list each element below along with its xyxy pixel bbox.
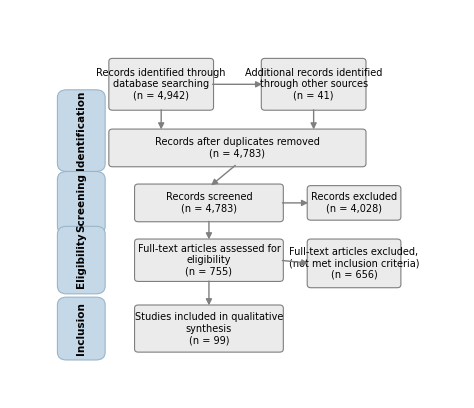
FancyBboxPatch shape bbox=[307, 239, 401, 288]
Text: Records identified through
database searching
(n = 4,942): Records identified through database sear… bbox=[96, 68, 226, 101]
FancyBboxPatch shape bbox=[109, 129, 366, 167]
FancyBboxPatch shape bbox=[135, 239, 283, 282]
FancyBboxPatch shape bbox=[135, 305, 283, 352]
FancyBboxPatch shape bbox=[135, 184, 283, 222]
FancyBboxPatch shape bbox=[109, 58, 213, 110]
Text: Identification: Identification bbox=[76, 91, 86, 170]
Text: Screening: Screening bbox=[76, 173, 86, 233]
FancyBboxPatch shape bbox=[57, 226, 105, 294]
Text: Full-text articles assessed for
eligibility
(n = 755): Full-text articles assessed for eligibil… bbox=[137, 244, 281, 277]
Text: Studies included in qualitative
synthesis
(n = 99): Studies included in qualitative synthesi… bbox=[135, 312, 283, 345]
FancyBboxPatch shape bbox=[261, 58, 366, 110]
Text: Additional records identified
through other sources
(n = 41): Additional records identified through ot… bbox=[245, 68, 383, 101]
Text: Records after duplicates removed
(n = 4,783): Records after duplicates removed (n = 4,… bbox=[155, 137, 320, 159]
FancyBboxPatch shape bbox=[307, 186, 401, 220]
Text: Records screened
(n = 4,783): Records screened (n = 4,783) bbox=[165, 192, 252, 214]
FancyBboxPatch shape bbox=[57, 297, 105, 360]
Text: Full-text articles excluded,
(not met inclusion criteria)
(n = 656): Full-text articles excluded, (not met in… bbox=[289, 247, 419, 280]
Text: Eligibility: Eligibility bbox=[76, 232, 86, 288]
FancyBboxPatch shape bbox=[57, 90, 105, 171]
Text: Inclusion: Inclusion bbox=[76, 302, 86, 355]
Text: Records excluded
(n = 4,028): Records excluded (n = 4,028) bbox=[311, 192, 397, 214]
FancyBboxPatch shape bbox=[57, 171, 105, 234]
